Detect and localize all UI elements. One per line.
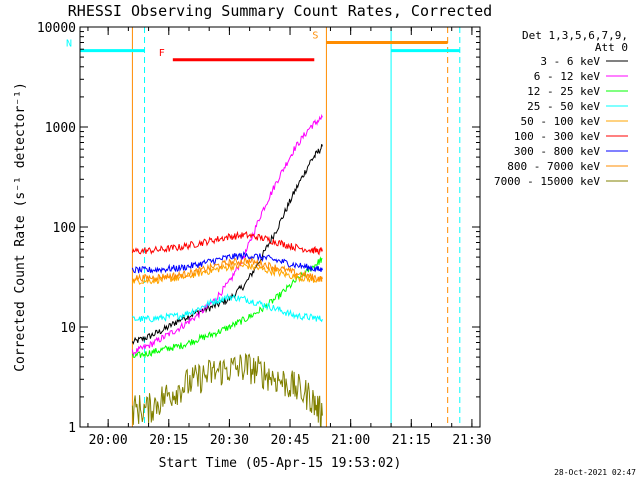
bar-label-2: S [312,30,318,41]
series-line-4 [131,262,323,285]
legend-label-4: 50 - 100 keV [521,115,601,128]
legend-label-8: 7000 - 15000 keV [494,175,600,188]
legend-header-0: Det 1,3,5,6,7,9, [522,29,628,42]
series-line-1 [131,113,323,356]
series-line-0 [131,144,323,345]
legend-label-7: 800 - 7000 keV [507,160,600,173]
series-line-7 [131,257,323,283]
bar-label-0: N [66,39,72,50]
x-tick-label-1: 20:15 [149,433,188,448]
legend-label-3: 25 - 50 keV [527,100,600,113]
legend: Det 1,3,5,6,7,9,Att 03 - 6 keV 6 - 12 keV… [494,29,628,188]
legend-label-6: 300 - 800 keV [514,145,600,158]
series-line-8 [131,352,323,428]
x-axis-label: Start Time (05-Apr-15 19:53:02) [159,456,402,471]
axes: 20:00 20:15 20:30 20:45 21:00 21:15 21:30 1 10 10… [37,21,492,448]
y-axis-label: Corrected Count Rate (s⁻¹ detector⁻¹) [13,82,28,372]
legend-label-2: 12 - 25 keV [527,85,600,98]
legend-header-1: Att 0 [595,41,628,54]
bar-label-1: F [159,48,165,59]
footer-timestamp: 28-Oct-2021 02:47 [554,468,636,477]
x-tick-label-5: 21:15 [392,433,431,448]
series-line-3 [131,293,323,323]
y-tick-label-0: 1 [68,421,76,436]
legend-label-5: 100 - 300 keV [514,130,600,143]
legend-label-0: 3 - 6 keV [540,55,600,68]
series-line-2 [131,256,323,359]
chart-title: RHESSI Observing Summary Count Rates, Co… [68,2,492,20]
plot-area: N F S [66,27,461,428]
series-line-6 [131,251,323,274]
x-tick-label-6: 21:30 [452,433,491,448]
y-tick-label-1: 10 [60,321,76,336]
y-tick-label-3: 1000 [45,121,76,136]
y-tick-label-2: 100 [53,221,76,236]
series-line-5 [131,230,323,256]
x-tick-label-2: 20:30 [210,433,249,448]
y-tick-label-4: 10000 [37,21,76,36]
x-tick-label-4: 21:00 [331,433,370,448]
legend-label-1: 6 - 12 keV [534,70,601,83]
x-tick-label-0: 20:00 [89,433,128,448]
x-tick-label-3: 20:45 [270,433,309,448]
